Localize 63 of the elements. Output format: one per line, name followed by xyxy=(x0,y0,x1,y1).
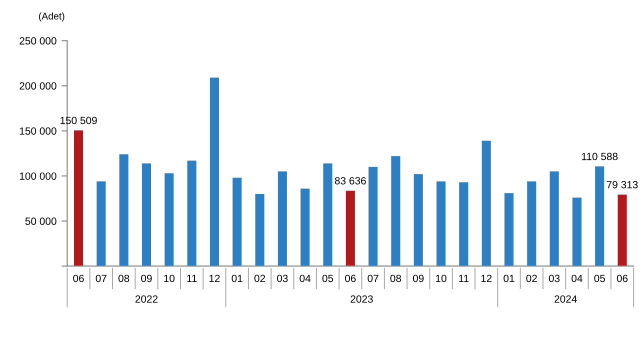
x-tick-label: 01 xyxy=(504,274,514,282)
x-tick-label: 05 xyxy=(322,274,334,282)
bar xyxy=(550,171,559,266)
x-tick-label: 10 xyxy=(164,274,175,282)
y-tick-label: 250 000 xyxy=(20,37,56,45)
bar xyxy=(595,166,604,266)
bar xyxy=(527,181,536,266)
bar xyxy=(368,166,378,266)
x-tick-label: 02 xyxy=(254,274,266,282)
x-tick-label: 04 xyxy=(300,274,311,282)
bar xyxy=(618,194,627,266)
bar xyxy=(414,174,423,266)
y-tick-label: 150 000 xyxy=(20,127,56,135)
bar xyxy=(255,194,264,266)
bar xyxy=(142,163,152,266)
x-tick-label: 04 xyxy=(572,274,582,282)
x-tick-label: 01 xyxy=(232,274,242,282)
bar xyxy=(572,198,582,266)
bar xyxy=(74,130,84,266)
x-tick-label: 11 xyxy=(187,274,197,282)
text: 2024 xyxy=(554,295,577,303)
x-tick-label: 11 xyxy=(459,274,469,282)
x-tick-label: 10 xyxy=(436,274,446,282)
data-label: 79 313 xyxy=(606,180,638,188)
bar xyxy=(300,188,310,266)
bar xyxy=(323,163,332,266)
bar xyxy=(482,140,491,266)
x-tick-label: 12 xyxy=(481,274,492,282)
x-tick-label: 07 xyxy=(368,274,378,282)
bar xyxy=(210,78,219,266)
x-tick-label: 09 xyxy=(141,274,152,282)
y-axis-title: (Adet) xyxy=(39,12,64,22)
bar xyxy=(391,156,400,266)
text: 2023 xyxy=(350,295,373,303)
bar xyxy=(187,160,196,266)
x-tick-label: 03 xyxy=(277,274,288,282)
x-tick-label: 07 xyxy=(96,274,106,282)
bar xyxy=(119,154,128,266)
x-tick-label: 02 xyxy=(526,274,537,282)
x-tick-label: 06 xyxy=(616,274,628,282)
x-tick-label: 03 xyxy=(548,274,560,282)
x-tick-label: 05 xyxy=(594,274,605,282)
data-label: 150 509 xyxy=(60,116,97,124)
x-tick-label: 12 xyxy=(209,274,220,282)
bar xyxy=(436,181,446,266)
data-label: 83 636 xyxy=(334,177,366,184)
y-tick-label: 200 000 xyxy=(20,82,56,90)
bar xyxy=(96,181,106,266)
x-tick-label: 08 xyxy=(118,274,130,282)
bar xyxy=(278,171,287,266)
x-tick-label: 06 xyxy=(73,274,84,282)
bar xyxy=(346,190,355,266)
y-tick-label: 50 000 xyxy=(25,218,56,225)
x-tick-label: 09 xyxy=(412,274,424,282)
x-tick-label: 06 xyxy=(345,274,356,282)
bar xyxy=(164,173,174,266)
y-tick-label: 100 000 xyxy=(20,172,56,180)
bar xyxy=(459,182,468,266)
data-label: 110 588 xyxy=(582,152,618,160)
bar xyxy=(504,193,514,266)
bar xyxy=(232,178,242,266)
x-tick-label: 08 xyxy=(390,274,402,282)
text: 2022 xyxy=(135,295,158,303)
